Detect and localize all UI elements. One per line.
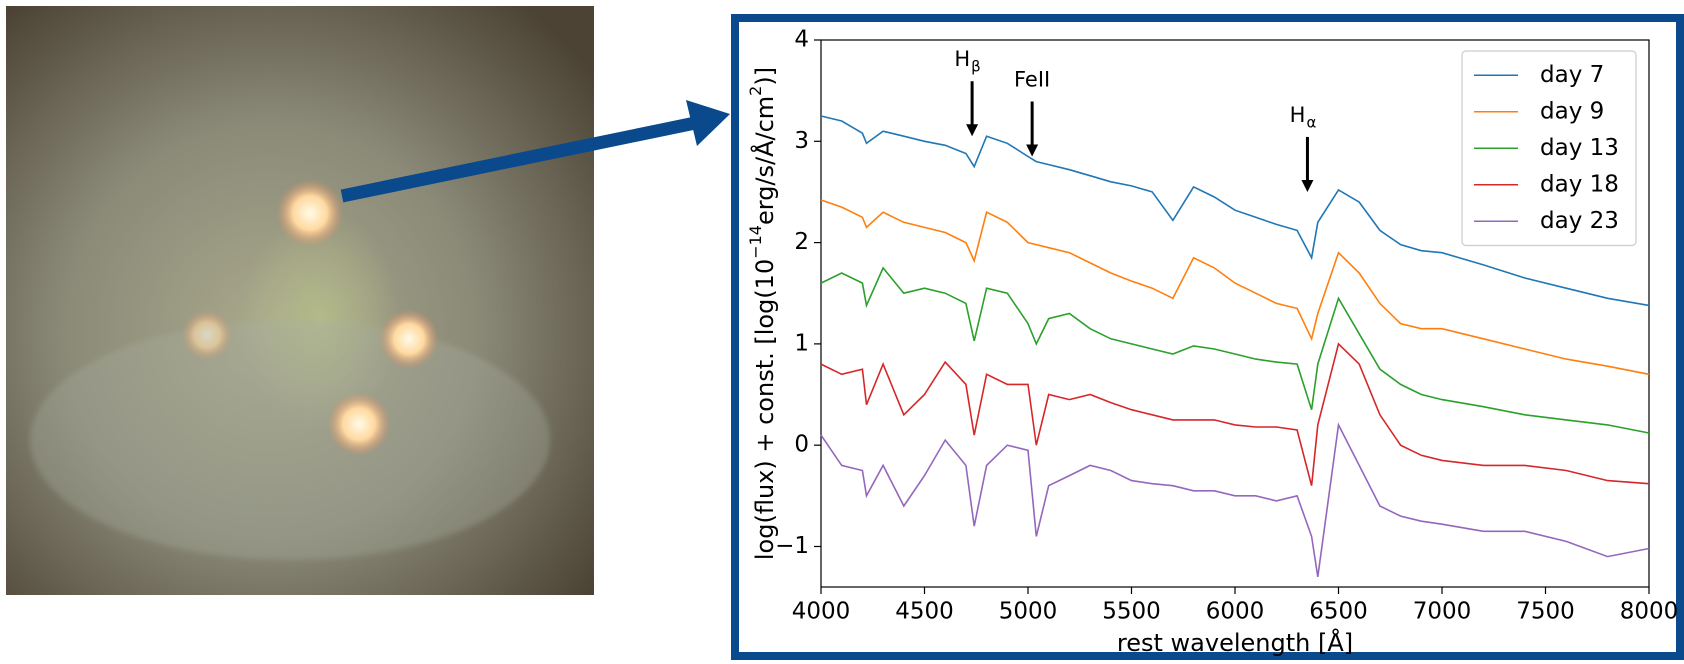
spectrum-line [820, 115, 1650, 307]
y-axis-label-part: 2 [746, 86, 765, 96]
x-tick-label: 4000 [792, 599, 851, 625]
annotation-label: H [954, 47, 970, 71]
legend-box [1461, 50, 1637, 247]
y-axis-label-part: erg/s/Å/cm [750, 96, 779, 225]
y-tick-label: 0 [794, 432, 809, 458]
legend-label: day 7 [1540, 62, 1604, 88]
y-axis-label-part: −14 [746, 225, 765, 259]
y-tick-label: 2 [794, 229, 809, 255]
x-tick-label: 5500 [1102, 599, 1161, 625]
y-axis-label-part: log(flux) + const. [log(10 [751, 259, 779, 560]
legend-label: day 13 [1540, 135, 1619, 161]
spectrum-line [820, 342, 1650, 486]
spectrum-line [820, 422, 1650, 578]
annotation-label: H [1290, 103, 1306, 127]
annotation-arrowhead [1301, 179, 1314, 192]
annotation-arrowhead [966, 124, 979, 137]
x-tick-label: 4500 [895, 599, 954, 625]
y-tick-label: 1 [794, 330, 809, 356]
legend-label: day 9 [1540, 98, 1604, 124]
y-tick-label: −1 [775, 533, 809, 559]
legend-label: day 23 [1540, 208, 1619, 234]
pointer-arrow [340, 100, 730, 203]
x-tick-label: 7000 [1413, 599, 1472, 625]
x-tick-label: 8000 [1620, 599, 1679, 625]
x-axis-label: rest wavelength [Å] [1117, 628, 1353, 657]
x-tick-label: 6000 [1206, 599, 1265, 625]
y-axis-label: log(flux) + const. [log(10−14erg/s/Å/cm2… [746, 67, 779, 560]
x-tick-label: 5000 [999, 599, 1058, 625]
annotation-arrowhead [1026, 144, 1039, 157]
annotation-label: FeII [1014, 67, 1050, 91]
annotation-subscript: α [1306, 113, 1316, 131]
y-tick-label: 4 [794, 27, 809, 53]
y-tick-label: 3 [794, 128, 809, 154]
legend-label: day 18 [1540, 171, 1619, 197]
annotation-subscript: β [971, 58, 981, 76]
x-tick-label: 7500 [1516, 599, 1575, 625]
photo [6, 6, 594, 595]
spectrum-line [820, 199, 1650, 376]
spectrum-line [820, 266, 1650, 434]
y-axis-label-part: )] [751, 67, 779, 86]
x-tick-label: 6500 [1309, 599, 1368, 625]
